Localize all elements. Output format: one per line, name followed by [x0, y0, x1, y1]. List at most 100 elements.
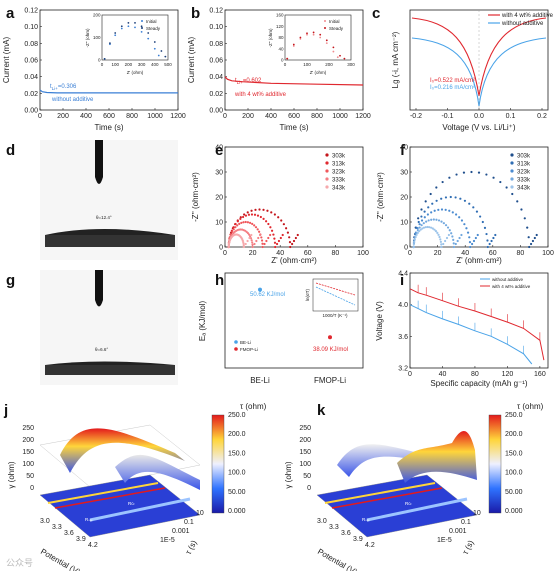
- colorbar-tick: 150.0: [228, 450, 246, 457]
- pa-xtick-label: 1000: [147, 113, 163, 120]
- inset-point-initial: [114, 34, 117, 37]
- y-ticks-a: 0.00 0.02 0.04 0.06 0.08 0.10 0.12: [24, 8, 42, 115]
- ea-point-BE-Li: [258, 287, 262, 292]
- current-trace-b: [224, 76, 364, 86]
- gamma-tick: 200: [299, 437, 311, 444]
- pe-xtick-label: 60: [304, 250, 312, 257]
- nyquist-tail-333k: [454, 242, 457, 246]
- x-axis-title-e: Z' (ohm·cm²): [271, 256, 317, 265]
- nyquist-point-343k: [416, 231, 419, 234]
- nyquist-point-343k: [242, 244, 245, 247]
- nyquist-point-313k: [459, 197, 462, 200]
- nyquist-point-343k: [419, 228, 422, 231]
- pa-ytick-label: 0.12: [24, 8, 38, 15]
- nyquist-point-323k: [426, 213, 429, 216]
- nyquist-point-343k: [440, 245, 443, 249]
- gamma-tick: 150: [22, 449, 34, 456]
- nyquist-point-323k: [420, 219, 424, 222]
- nyquist-points-e: [227, 208, 299, 249]
- nyquist-point-303k: [282, 223, 285, 226]
- x-ticks-e: 0 20 40 60 80 100: [223, 245, 369, 257]
- gamma-tick: 200: [22, 437, 34, 444]
- pa-ytick-label: 0.04: [24, 74, 38, 81]
- inset-point-initial: [312, 33, 315, 36]
- current-trace-a: [39, 89, 178, 94]
- nyquist-tail-343k: [250, 233, 253, 237]
- legend-steady-a: Steady: [146, 26, 161, 31]
- z-axis-title-k: τ (s): [461, 538, 476, 556]
- legend-dot-303k: [510, 153, 514, 157]
- nyquist-point-343k: [227, 244, 230, 247]
- y-ticks-e: 0 10 20 30 40: [215, 145, 227, 252]
- panel-label-e: e: [215, 142, 223, 159]
- pa-xtick-label: 1200: [170, 113, 186, 120]
- pf-ytick-label: 40: [400, 145, 408, 152]
- nyquist-point-313k: [272, 233, 275, 236]
- inset-h: 1000/T (K⁻¹) ln(σT): [305, 278, 359, 318]
- nyquist-point-303k: [289, 245, 292, 249]
- pb-ytick-label: 0.12: [209, 8, 223, 15]
- legend-label-313k: 313k: [332, 162, 346, 168]
- nyquist-tail-323k: [263, 242, 266, 246]
- inset-point-initial: [336, 56, 339, 59]
- nyquist-point-303k: [420, 208, 423, 211]
- legend-label-333k: 333k: [332, 178, 346, 184]
- nyquist-point-313k: [486, 245, 489, 249]
- inset-point-initial: [153, 47, 156, 50]
- nyquist-tail-343k: [447, 233, 450, 237]
- legend-dot-333k: [325, 177, 329, 181]
- inset-xtick-label: 200: [325, 62, 333, 67]
- nyquist-points-f: [412, 170, 538, 249]
- nyquist-point-343k: [437, 233, 440, 236]
- nyquist-point-313k: [262, 217, 265, 220]
- legend-initial-b: Initial: [329, 19, 340, 24]
- nyquist-tail-303k: [291, 242, 294, 246]
- inset-point-initial: [127, 25, 130, 28]
- x-axis-title-c: Voltage (V vs. Li/Li⁺): [442, 123, 515, 132]
- tli-annotation-a: tLi+=0.306: [50, 84, 77, 91]
- nyquist-point-303k: [435, 186, 438, 189]
- inset-point-initial: [332, 50, 335, 53]
- tau-tick: 0.001: [172, 528, 190, 535]
- pi-xtick-label: 0: [408, 371, 412, 378]
- nyquist-point-303k: [288, 236, 291, 239]
- nyquist-point-303k: [516, 200, 519, 203]
- nyquist-tail-343k: [244, 242, 247, 246]
- nyquist-point-323k: [261, 242, 264, 245]
- colorbar-title-j: τ (ohm): [240, 402, 267, 411]
- pb-xtick-label: 400: [265, 113, 277, 120]
- nyquist-tail-303k: [533, 236, 536, 240]
- nyquist-point-313k: [472, 206, 475, 209]
- nyquist-point-323k: [240, 221, 243, 224]
- nyquist-point-343k: [439, 240, 442, 243]
- inset-ytick-label: 80: [278, 35, 284, 40]
- nyquist-point-343k: [436, 231, 439, 234]
- pe-xtick-label: 40: [276, 250, 284, 257]
- nyquist-point-343k: [227, 245, 230, 249]
- nyquist-point-303k: [520, 208, 523, 211]
- ea-label-be: 50.62 KJ/mol: [250, 292, 285, 298]
- pf-ytick-label: 10: [400, 220, 408, 227]
- colorbar-tick: 0.000: [505, 508, 523, 515]
- substrate-d: [45, 235, 175, 247]
- legend-dot-initial-b: [324, 20, 326, 22]
- rct-label-j: Rᴄₜ: [128, 501, 135, 506]
- nyquist-point-303k: [527, 236, 530, 239]
- pc-xtick-label: -0.2: [410, 113, 422, 120]
- pb-ytick-label: 0.04: [209, 74, 223, 81]
- nyquist-tail-313k: [279, 236, 282, 240]
- nyquist-point-323k: [463, 223, 466, 226]
- x-axis-title-j: Potential (V): [39, 547, 82, 571]
- panel-label-i: i: [400, 272, 404, 289]
- nyquist-tail-323k: [476, 233, 479, 237]
- gamma-tick: 250: [299, 425, 311, 432]
- nyquist-point-313k: [417, 220, 420, 224]
- nyquist-tail-313k: [275, 242, 279, 246]
- colorbar-tick: 150.0: [505, 450, 523, 457]
- potential-tick: 3.9: [76, 536, 86, 543]
- pf-xtick-label: 0: [408, 250, 412, 257]
- nyquist-point-323k: [437, 208, 440, 211]
- legend-fmop-h: FMOP-Li: [240, 347, 258, 352]
- x-axis-title-a: Time (s): [94, 123, 123, 132]
- panel-j: j Rₛₑᵢ Rᴄₜ 3.03.33.63.94.2 100.1 0.001 1E-…: [3, 402, 267, 571]
